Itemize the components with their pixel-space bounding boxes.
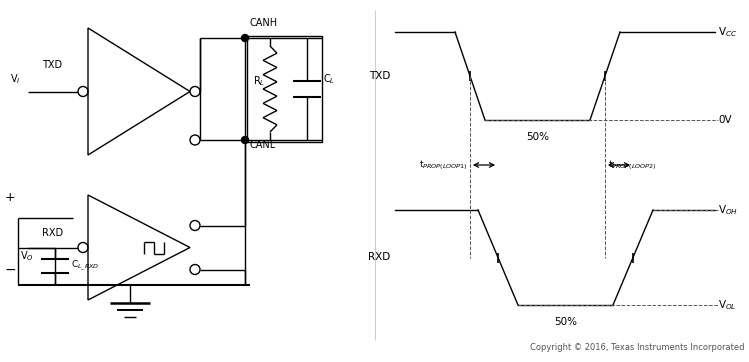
Circle shape xyxy=(241,34,249,42)
Text: V$_I$: V$_I$ xyxy=(10,72,20,86)
Text: V$_{CC}$: V$_{CC}$ xyxy=(718,25,737,39)
Text: t$_{PROP(LOOP2)}$: t$_{PROP(LOOP2)}$ xyxy=(608,158,656,172)
Text: t$_{PROP(LOOP1)}$: t$_{PROP(LOOP1)}$ xyxy=(419,158,467,172)
Bar xyxy=(247,36,322,142)
Text: CANH: CANH xyxy=(250,18,278,28)
Text: V$_O$: V$_O$ xyxy=(20,249,34,263)
Text: V$_{OL}$: V$_{OL}$ xyxy=(718,298,736,312)
Text: V$_{OH}$: V$_{OH}$ xyxy=(718,203,739,217)
Text: Copyright © 2016, Texas Instruments Incorporated: Copyright © 2016, Texas Instruments Inco… xyxy=(530,343,745,352)
Text: CANL: CANL xyxy=(250,140,276,150)
Text: RXD: RXD xyxy=(42,228,63,238)
Text: TXD: TXD xyxy=(369,71,390,81)
Text: C$_L$: C$_L$ xyxy=(323,72,336,86)
Text: RXD: RXD xyxy=(368,253,390,262)
Text: −: − xyxy=(4,263,16,277)
Text: C$_{L\_RXD}$: C$_{L\_RXD}$ xyxy=(71,259,100,273)
Text: 0V: 0V xyxy=(718,115,732,125)
Text: 50%: 50% xyxy=(526,132,549,142)
Text: +: + xyxy=(4,191,15,204)
Circle shape xyxy=(241,136,249,143)
Text: 50%: 50% xyxy=(554,317,577,327)
Text: R$_L$: R$_L$ xyxy=(252,74,265,88)
Text: TXD: TXD xyxy=(42,60,62,70)
